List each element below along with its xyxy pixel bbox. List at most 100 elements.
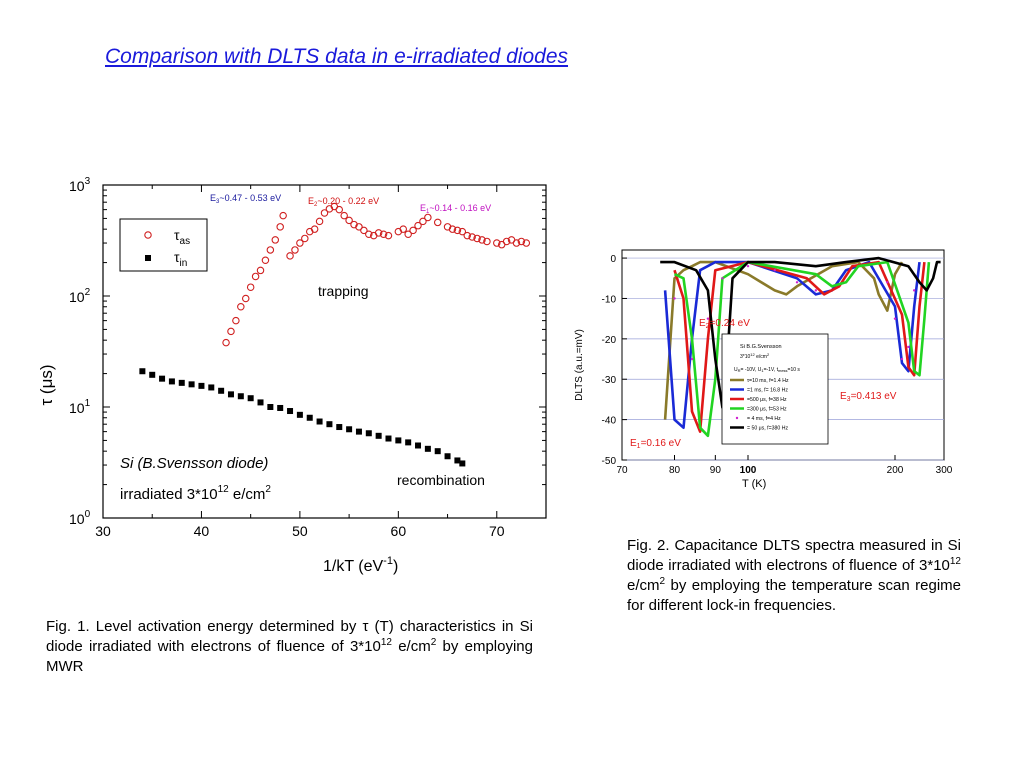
figure-2-caption: Fig. 2. Capacitance DLTS spectra measure…: [627, 537, 961, 614]
tau-as-point: [360, 226, 368, 235]
tau-as-point: [404, 230, 412, 239]
tau-as-point: [355, 223, 363, 231]
tau-in-point: [198, 382, 205, 389]
tau-as-point: [315, 217, 324, 226]
tau-as-point: [345, 216, 353, 225]
tau-in-point: [277, 404, 284, 411]
y-tick-label: 100: [69, 509, 91, 527]
tau-as-point: [414, 221, 422, 230]
tau-as-point: [453, 226, 462, 235]
y-tick-label: 102: [69, 287, 91, 305]
tau-in-point: [267, 404, 274, 410]
tau-in-point: [415, 442, 422, 449]
tau-in-point: [316, 418, 323, 425]
tau-in-point: [178, 379, 185, 386]
tau-in-point: [247, 395, 254, 402]
tau-as-point: [512, 239, 521, 247]
tau-as-point: [237, 303, 245, 311]
tau-as-point: [483, 237, 491, 246]
tau-as-point: [279, 211, 287, 220]
tau-in-point: [168, 378, 175, 385]
tau-as-point: [384, 231, 393, 240]
tau-in-point: [365, 430, 372, 437]
legend-label-tau-in: τin: [174, 249, 187, 269]
tau-as-point: [276, 223, 284, 231]
annotation-sample: Si (B.Svensson diode): [120, 455, 268, 472]
tau-in-point: [346, 426, 353, 433]
tau-as-point: [379, 230, 388, 239]
legend-box: [119, 218, 208, 272]
tau-as-point: [493, 239, 501, 247]
tau-as-point: [365, 230, 373, 239]
tau-as-point: [286, 252, 294, 260]
plot-frame: [102, 184, 547, 519]
tau-in-point: [208, 384, 215, 391]
tau-as-point: [502, 237, 511, 246]
tau-as-point: [374, 229, 383, 237]
tau-as-point: [251, 272, 260, 281]
tau-as-point: [266, 246, 275, 254]
annotation-trapping: trapping: [318, 283, 369, 299]
tau-in-point: [355, 428, 362, 435]
annotation-irradiation: irradiated 3*1012 e/cm2: [120, 484, 271, 503]
tau-in-point: [237, 393, 244, 400]
annotation-recombination: recombination: [397, 472, 485, 488]
tau-in-point: [218, 387, 225, 394]
y-axis-label: τ (μs): [37, 364, 56, 405]
tau-in-point: [405, 439, 412, 446]
tau-as-point: [271, 236, 280, 244]
tau-as-point: [409, 226, 417, 235]
tau-in-point: [336, 424, 343, 431]
figure-1-caption: Fig. 1. Level activation energy determin…: [46, 618, 533, 675]
tau-as-point: [227, 327, 235, 336]
legend-marker-tau-as: [144, 231, 152, 239]
tau-in-point: [454, 457, 461, 464]
tau-in-point: [306, 414, 313, 421]
tau-as-point: [246, 283, 255, 291]
tau-as-point: [419, 217, 427, 226]
annotation-e3: E3~0.47 - 0.53 eV: [210, 193, 281, 205]
tau-as-point: [399, 225, 408, 233]
tau-in-point: [326, 421, 333, 428]
tau-as-point: [241, 294, 250, 303]
annotation-e1: E1~0.14 - 0.16 eV: [420, 203, 491, 215]
annotation-e2: E2~0.20 - 0.22 eV: [308, 196, 379, 208]
axes: 30 40 50 60 70 100 101 102 103: [69, 176, 546, 539]
tau-as-point: [291, 246, 299, 254]
tau-in-point: [257, 399, 264, 406]
y-tick-label: 103: [69, 176, 91, 194]
data-points: [139, 202, 531, 467]
tau-in-point: [424, 445, 431, 452]
tau-as-point: [310, 225, 319, 233]
y-tick-label: 101: [69, 398, 91, 416]
tau-in-point: [287, 408, 294, 415]
tau-in-point: [188, 381, 195, 388]
tau-in-point: [227, 391, 234, 398]
tau-as-point: [448, 225, 457, 233]
tau-as-point: [261, 256, 270, 264]
tau-in-point: [459, 460, 466, 467]
tau-as-point: [320, 209, 329, 217]
tau-as-point: [473, 234, 481, 243]
tau-as-point: [296, 239, 304, 247]
tau-as-point: [478, 236, 486, 244]
tau-in-point: [385, 435, 392, 442]
tau-as-point: [517, 237, 526, 246]
x-tick-label: 60: [391, 523, 407, 539]
tau-as-point: [463, 231, 471, 240]
tau-in-point: [395, 437, 402, 444]
legend-marker-tau-in: [145, 255, 151, 261]
tau-in-point: [375, 432, 382, 439]
x-tick-label: 40: [194, 523, 210, 539]
x-tick-label: 70: [489, 523, 505, 539]
page-title: Comparison with DLTS data in e-irradiate…: [105, 45, 569, 68]
tau-as-point: [222, 338, 230, 347]
tau-in-point: [434, 448, 441, 455]
tau-as-point: [458, 227, 467, 236]
tau-in-point: [159, 375, 166, 382]
x-axis-label: 1/kT (eV-1): [323, 555, 398, 575]
x-tick-label: 50: [292, 523, 308, 539]
tau-as-point: [522, 239, 531, 247]
x-tick-label: 30: [95, 523, 111, 539]
